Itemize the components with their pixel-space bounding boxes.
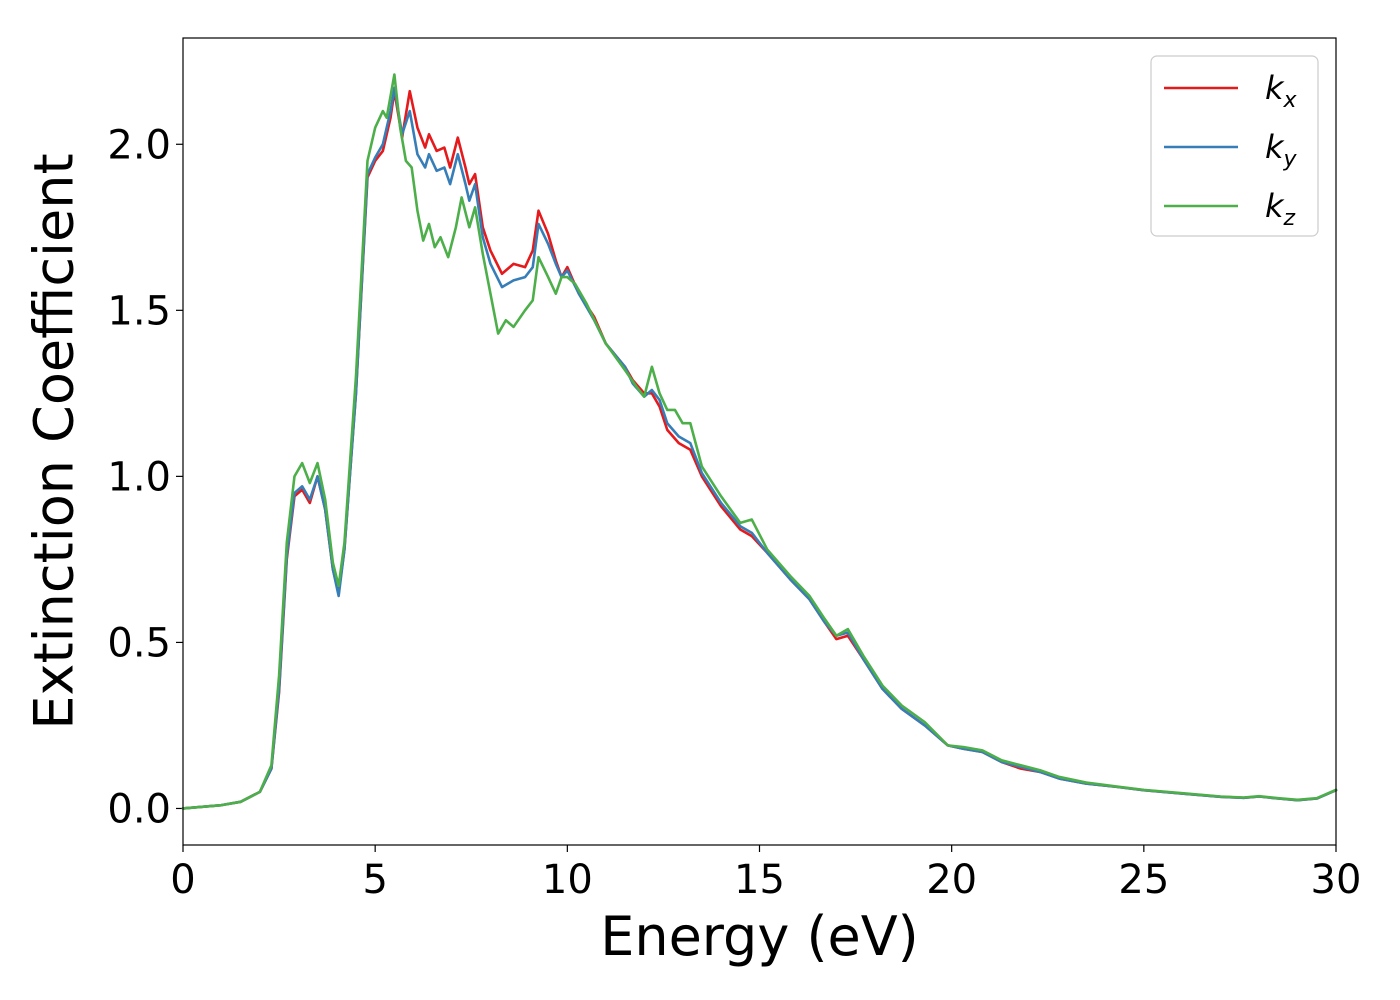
plot-frame — [182, 37, 1337, 846]
y-tick-label: 2.0 — [107, 122, 171, 168]
y-tick-label: 1.5 — [107, 288, 171, 334]
x-axis-label: Energy (eV) — [600, 905, 919, 968]
series-layer — [181, 73, 1338, 810]
x-tick-label: 10 — [542, 857, 593, 903]
y-axis-ticks: 0.0 0.5 1.0 1.5 2.0 — [107, 122, 183, 832]
x-tick-label: 30 — [1311, 857, 1362, 903]
y-tick-label: 0.5 — [107, 620, 171, 666]
legend-label-ky: ky — [1265, 128, 1298, 172]
y-axis-label: Extinction Coefficient — [23, 153, 86, 729]
y-tick-label: 1.0 — [107, 454, 171, 500]
legend-label-kx: kx — [1265, 69, 1298, 113]
series-line-kz — [181, 73, 1338, 810]
y-tick-label: 0.0 — [107, 786, 171, 832]
x-tick-label: 15 — [734, 857, 785, 903]
legend: kx ky kz — [1150, 55, 1319, 237]
x-tick-label: 5 — [362, 857, 387, 903]
x-axis-ticks: 0 5 10 15 20 25 30 — [170, 845, 1361, 903]
x-tick-label: 20 — [926, 857, 977, 903]
x-tick-label: 25 — [1118, 857, 1169, 903]
x-tick-label: 0 — [170, 857, 195, 903]
legend-label-kz: kz — [1265, 187, 1296, 231]
